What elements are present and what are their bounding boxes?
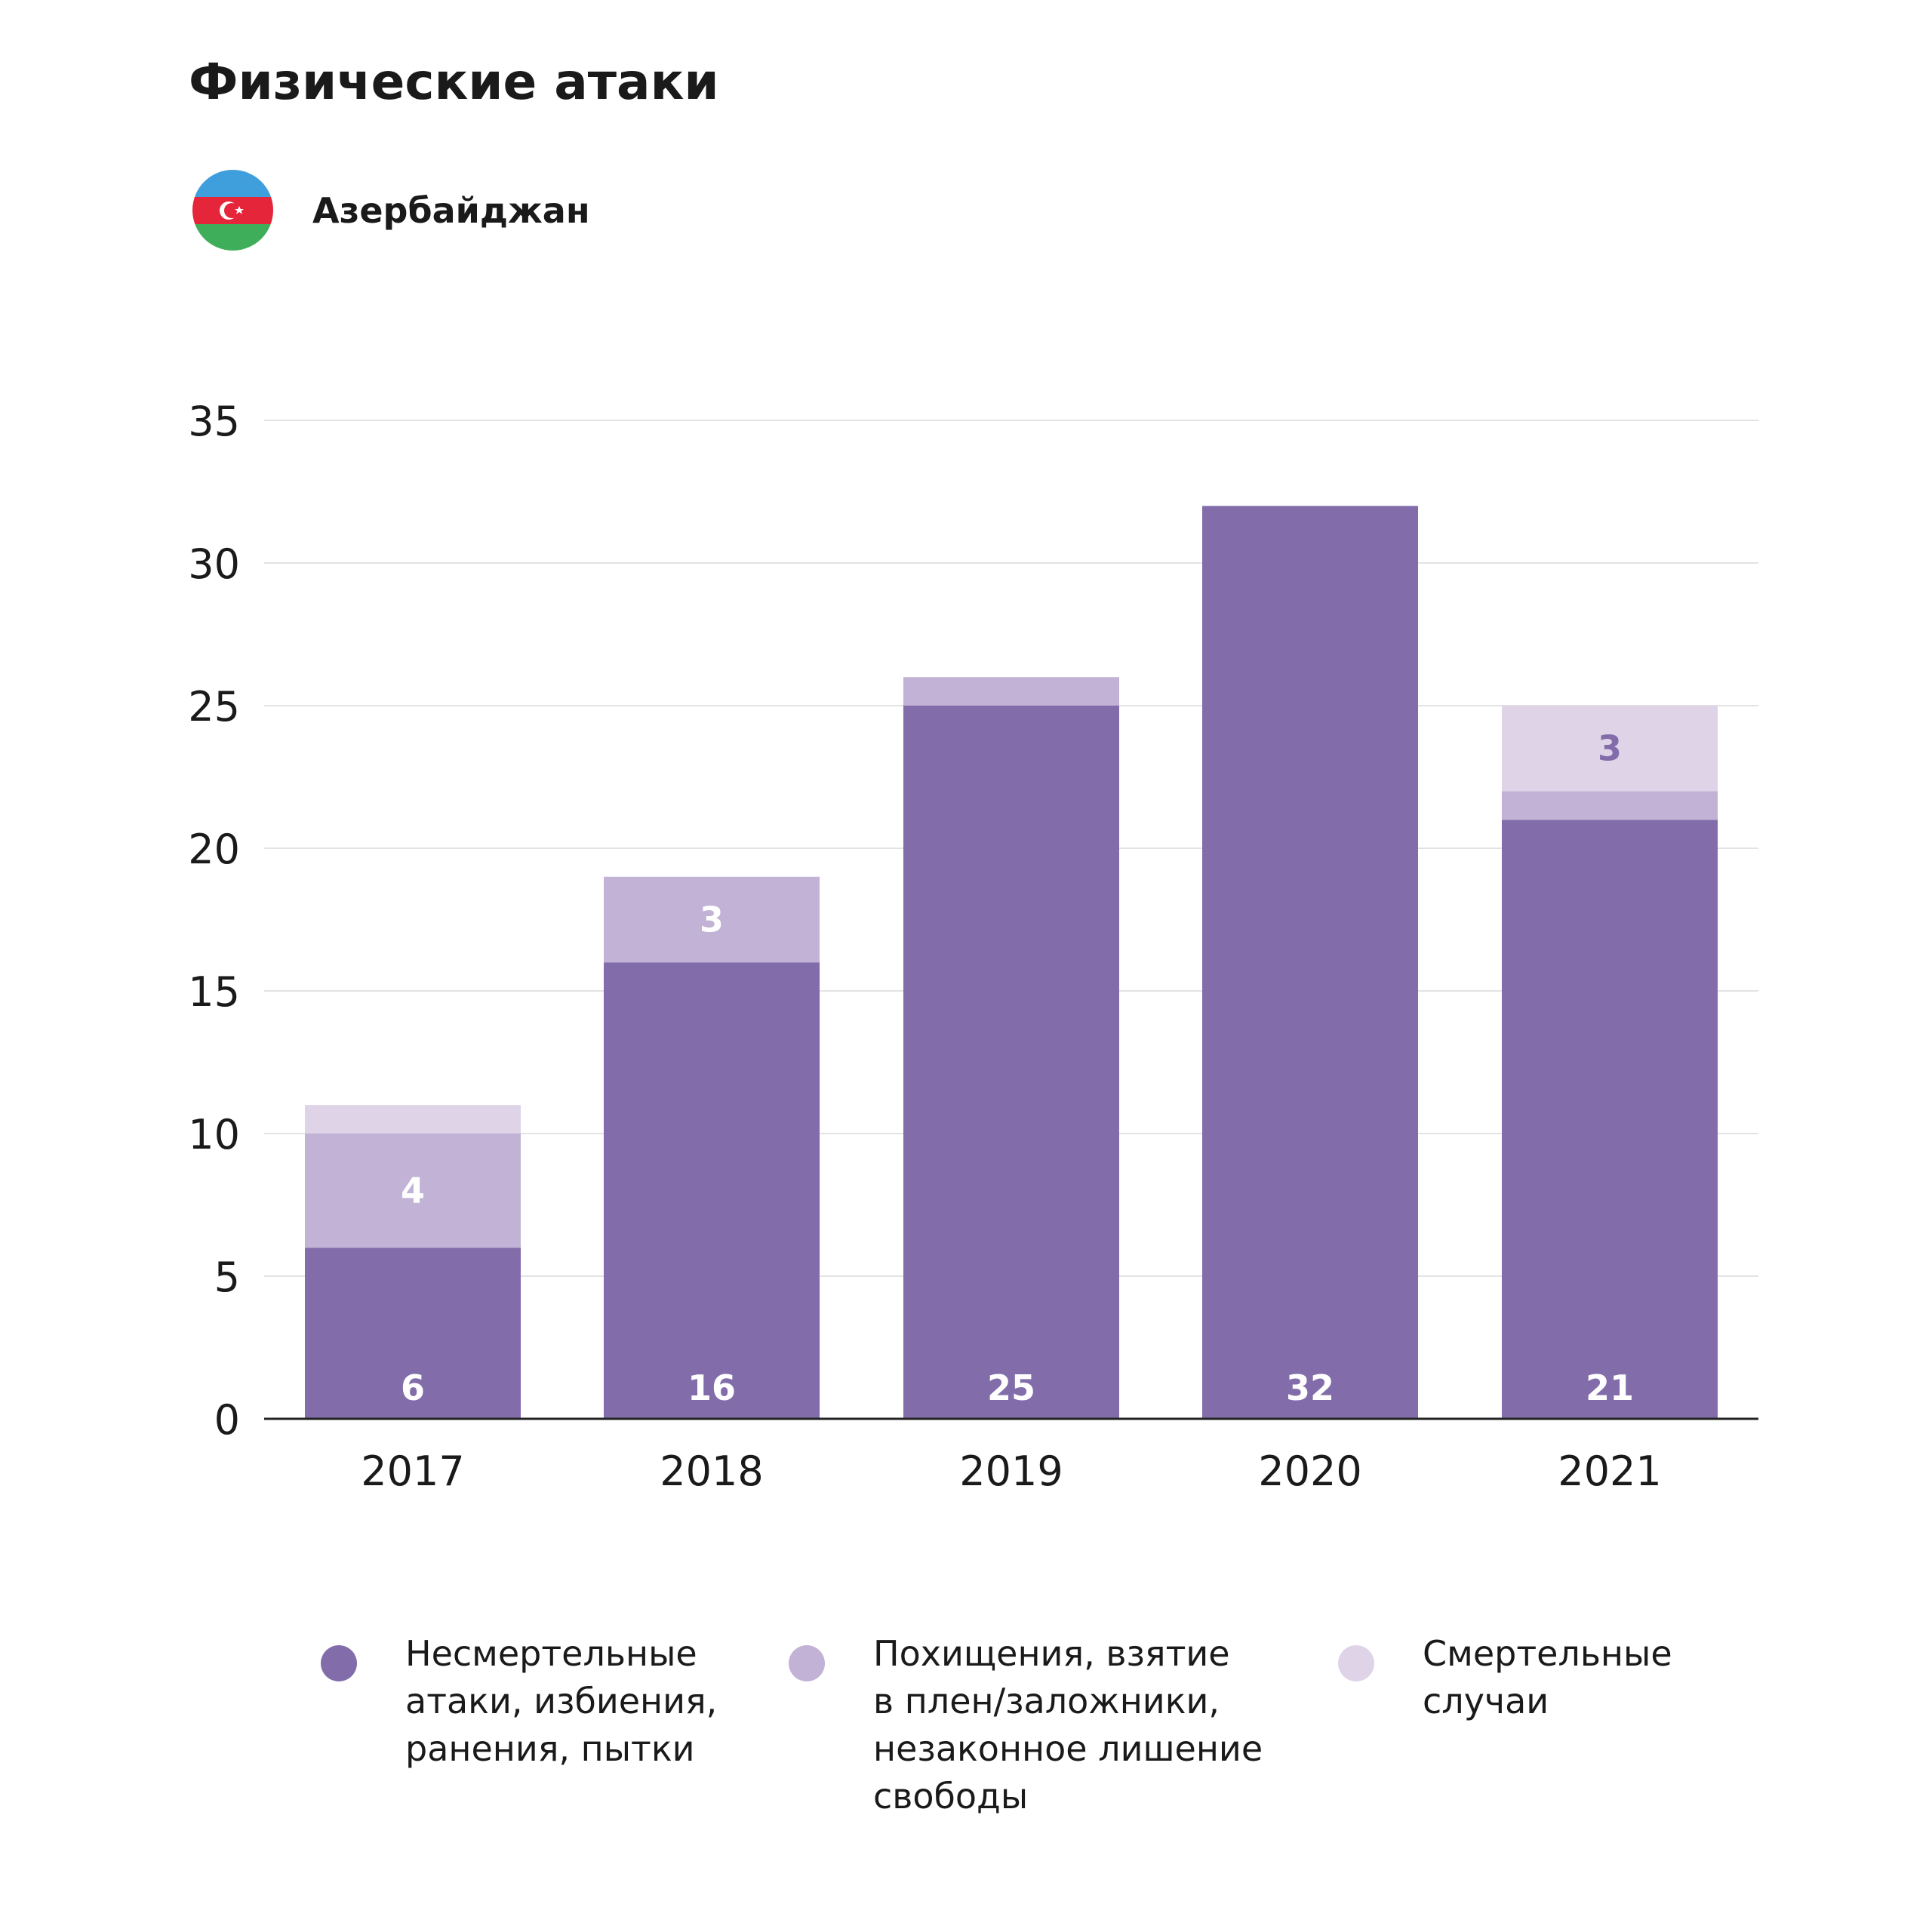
y-tick-label: 5 [214, 1254, 240, 1301]
chart-title: Физические атаки [189, 53, 719, 111]
legend-swatch-abduction [789, 1645, 825, 1681]
legend-item-abduction: Похищения, взятие в плен/заложники, неза… [789, 1630, 1263, 1820]
x-tick-label: 2017 [361, 1447, 464, 1495]
y-tick-label: 25 [188, 683, 240, 731]
y-tick-label: 20 [188, 826, 240, 873]
bar-segment [1502, 706, 1718, 792]
bar-segment [1202, 506, 1418, 1419]
data-label: 3 [700, 900, 724, 940]
bar-segment [305, 1247, 521, 1419]
legend-swatch-fatal [1338, 1645, 1374, 1681]
y-tick-label: 10 [188, 1111, 240, 1158]
bar-segment [305, 1134, 521, 1248]
data-label: 4 [401, 1171, 425, 1211]
y-tick-label: 15 [188, 968, 240, 1016]
data-label: 25 [987, 1367, 1035, 1408]
bar-segment [604, 962, 820, 1419]
legend-label-fatal: Смертельные случаи [1423, 1633, 1672, 1721]
data-label: 16 [688, 1367, 736, 1408]
country-name: Азербайджан [312, 189, 590, 231]
bar-segment [305, 1105, 521, 1134]
data-label: 3 [1598, 728, 1622, 769]
bar-segment [903, 706, 1119, 1419]
data-label: 32 [1286, 1367, 1334, 1408]
x-tick-label: 2018 [660, 1447, 763, 1495]
legend-label-abduction: Похищения, взятие в плен/заложники, неза… [873, 1633, 1263, 1817]
y-tick-label: 0 [214, 1396, 240, 1444]
y-tick-label: 30 [188, 540, 240, 588]
y-tick-label: 35 [188, 398, 240, 445]
legend-swatch-nonlethal [321, 1645, 357, 1681]
x-tick-label: 2019 [959, 1447, 1063, 1495]
data-label: 6 [401, 1367, 425, 1408]
bar-segment [1502, 820, 1718, 1419]
bar-segment [903, 677, 1119, 706]
legend-item-nonlethal: Несмертельные атаки, избиения, ранения, … [321, 1630, 717, 1773]
x-tick-label: 2020 [1258, 1447, 1361, 1495]
country-header: Азербайджан [192, 170, 590, 251]
legend-label-nonlethal: Несмертельные атаки, избиения, ранения, … [405, 1633, 718, 1769]
data-label: 21 [1586, 1367, 1634, 1408]
bar-segment [604, 876, 820, 963]
legend-item-fatal: Смертельные случаи [1338, 1630, 1672, 1725]
bar-segment [1502, 791, 1718, 820]
x-tick-label: 2021 [1558, 1447, 1661, 1495]
